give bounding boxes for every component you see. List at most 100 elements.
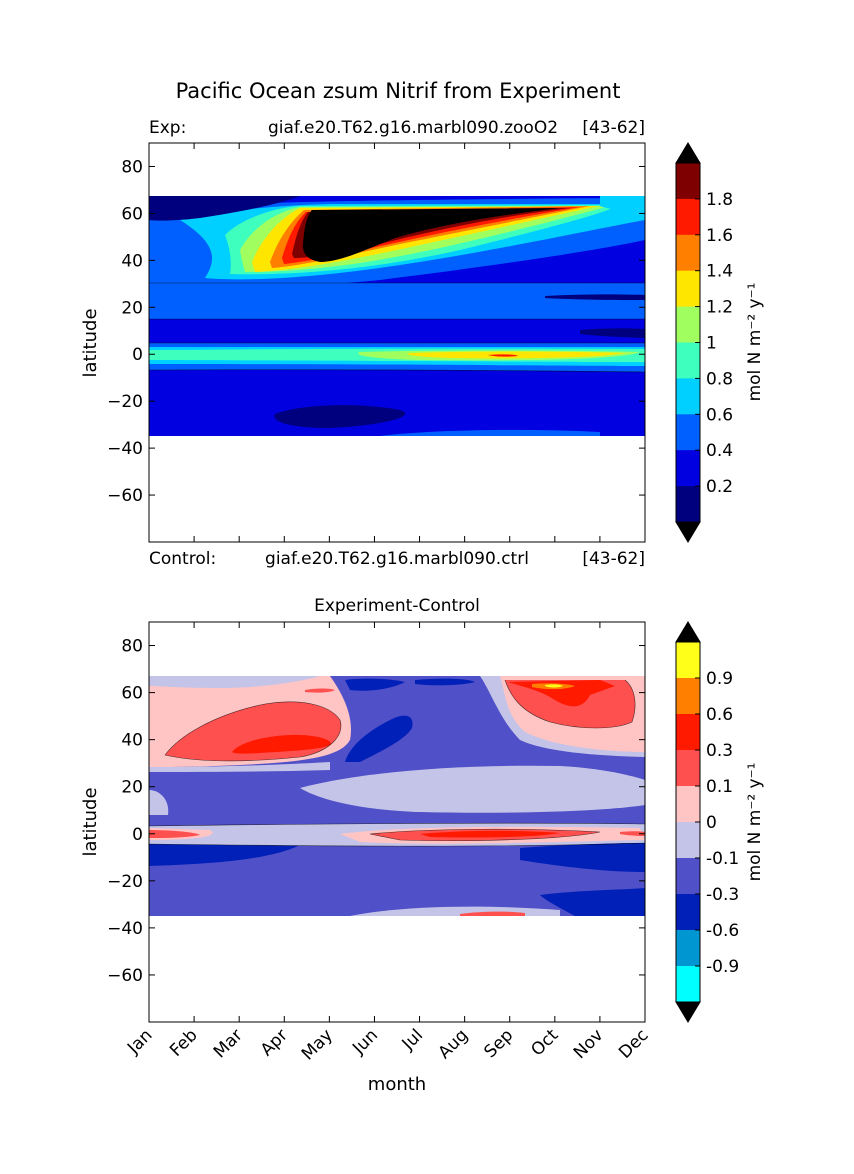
bottom-colorbar-swatch	[676, 642, 700, 679]
bottom-y-tick-label: −60	[107, 966, 143, 986]
ctrl-case-name: giaf.e20.T62.g16.marbl090.ctrl	[265, 549, 529, 569]
bottom-field-nw-dot	[305, 688, 335, 693]
bottom-field-s-dark	[540, 888, 645, 916]
bottom-field-subtropic-light	[300, 765, 645, 813]
top-colorbar-tick-label: 1.2	[706, 298, 733, 318]
bottom-x-tick-label: Dec	[615, 1025, 652, 1062]
top-plot-area	[149, 143, 645, 542]
bottom-x-tick-label: Feb	[166, 1025, 201, 1060]
bottom-colorbar-over-arrow	[675, 621, 701, 643]
bottom-field-west-light	[149, 790, 169, 815]
top-field-eq-1p2	[407, 351, 625, 359]
bottom-x-tick-label: Nov	[570, 1025, 608, 1063]
bottom-field-arctic-neg-0p3	[345, 678, 405, 691]
ctrl-years: [43-62]	[582, 549, 645, 569]
exp-years: [43-62]	[582, 118, 645, 138]
bottom-contour-lines	[149, 679, 645, 847]
top-colorbar-swatch	[676, 342, 700, 379]
bottom-field-nw-0p3	[232, 734, 331, 754]
bottom-colorbar-tick-label: 0.9	[706, 669, 733, 689]
top-colorbar-swatch	[676, 450, 700, 487]
bottom-plot-frame	[148, 621, 646, 1023]
top-colorbar-swatch	[676, 198, 700, 236]
bottom-y-tick-label: 0	[132, 825, 143, 845]
bottom-colorbar-under-arrow	[675, 1001, 701, 1023]
bottom-y-tick-label: −40	[107, 919, 143, 939]
exp-prefix: Exp:	[149, 118, 186, 138]
bottom-colorbar-tick-label: -0.6	[706, 921, 739, 941]
top-colorbar-swatch	[676, 163, 700, 200]
top-field-subtropic-low	[545, 294, 645, 300]
bottom-colorbar-tick-label: 0.6	[706, 705, 733, 725]
bottom-colorbar-swatch	[676, 858, 700, 895]
bottom-x-tick-label: Jun	[348, 1025, 382, 1059]
bottom-colorbar-swatch	[676, 714, 700, 751]
top-field-eq-peak	[488, 354, 518, 357]
top-colorbar-swatch	[676, 270, 700, 308]
bottom-chart-title: Experiment-Control	[314, 596, 480, 616]
top-field-south-low	[274, 405, 406, 428]
top-colorbar-swatch	[676, 486, 700, 523]
bottom-colorbar-swatch	[676, 822, 700, 859]
top-colorbar: 1.8 1.6 1.4 1.2 1 0.8 0.6 0.4 0.2	[675, 142, 733, 543]
top-field-north-max	[303, 208, 560, 262]
bottom-field-eq-0p1	[149, 830, 200, 838]
top-field-ne-low	[580, 328, 645, 338]
bottom-x-tick-label: Apr	[257, 1025, 292, 1060]
bottom-colorbar-swatch	[676, 894, 700, 931]
top-colorbar-label: mol N m⁻² y⁻¹	[745, 283, 765, 402]
top-colorbar-swatch	[676, 414, 700, 451]
top-field-subtropic-0p4	[149, 283, 645, 319]
top-colorbar-swatch	[676, 306, 700, 343]
bottom-y-axis-label: latitude	[80, 787, 101, 856]
bottom-colorbar-tick-label: -0.1	[706, 849, 739, 869]
top-contour-lines	[149, 209, 645, 373]
ctrl-prefix: Control:	[149, 549, 216, 569]
top-colorbar-over-arrow	[675, 142, 701, 164]
bottom-field-eq-0p3	[420, 830, 560, 838]
bottom-colorbar-swatch	[676, 930, 700, 967]
bottom-colorbar-swatch	[676, 786, 700, 823]
bottom-field-ne-0p9	[545, 684, 563, 688]
top-colorbar-swatch	[676, 234, 700, 272]
top-field-arctic-low	[149, 196, 300, 221]
bottom-field-eq-0p1-c	[620, 831, 645, 836]
bottom-field-eq-west-dark	[149, 838, 300, 866]
top-y-tick-label: 20	[121, 298, 143, 318]
top-field-arctic-east	[600, 196, 645, 212]
top-y-tick-label: 80	[121, 157, 143, 177]
bottom-x-tick-label: Aug	[435, 1025, 473, 1063]
top-y-tick-label: 40	[121, 251, 143, 271]
bottom-x-tick-label: Sep	[480, 1025, 517, 1062]
bottom-y-tick-label: 20	[121, 778, 143, 798]
bottom-colorbar-tick-label: -0.3	[706, 885, 739, 905]
top-y-tick-label: −40	[107, 439, 143, 459]
top-colorbar-tick-label: 1.4	[706, 262, 733, 282]
bottom-x-tick-label: Jul	[398, 1025, 427, 1054]
top-colorbar-swatch	[676, 378, 700, 415]
figure-title: Pacific Ocean zsum Nitrif from Experimen…	[176, 79, 621, 103]
bottom-x-tick-label: May	[298, 1025, 337, 1064]
top-colorbar-tick-label: 0.4	[706, 441, 733, 461]
bottom-colorbar-tick-label: 0.1	[706, 777, 733, 797]
top-y-tick-label: −20	[107, 392, 143, 412]
top-colorbar-tick-label: 0.2	[706, 477, 733, 497]
top-y-axis-label: latitude	[80, 308, 101, 377]
bottom-colorbar-swatch	[676, 678, 700, 715]
bottom-field-nw-neg-edge	[149, 676, 320, 688]
bottom-colorbar: 0.9 0.6 0.3 0.1 0 -0.1 -0.3 -0.6 -0.9	[675, 621, 739, 1023]
bottom-colorbar-tick-label: 0	[706, 813, 717, 833]
bottom-field-nw-light	[149, 762, 330, 772]
bottom-x-tick-label: Oct	[527, 1025, 562, 1060]
bottom-x-axis-label: month	[368, 1074, 426, 1095]
bottom-y-tick-label: 40	[121, 731, 143, 751]
bottom-y-tick-label: −20	[107, 872, 143, 892]
top-colorbar-tick-label: 0.8	[706, 369, 733, 389]
top-axis-ticks: 80 60 40 20 0 −20 −40 −60	[107, 143, 646, 542]
top-colorbar-under-arrow	[675, 521, 701, 543]
top-colorbar-tick-label: 0.6	[706, 405, 733, 425]
top-y-tick-label: 0	[132, 345, 143, 365]
top-colorbar-tick-label: 1.8	[706, 190, 733, 210]
bottom-field-s-pink	[460, 911, 525, 916]
